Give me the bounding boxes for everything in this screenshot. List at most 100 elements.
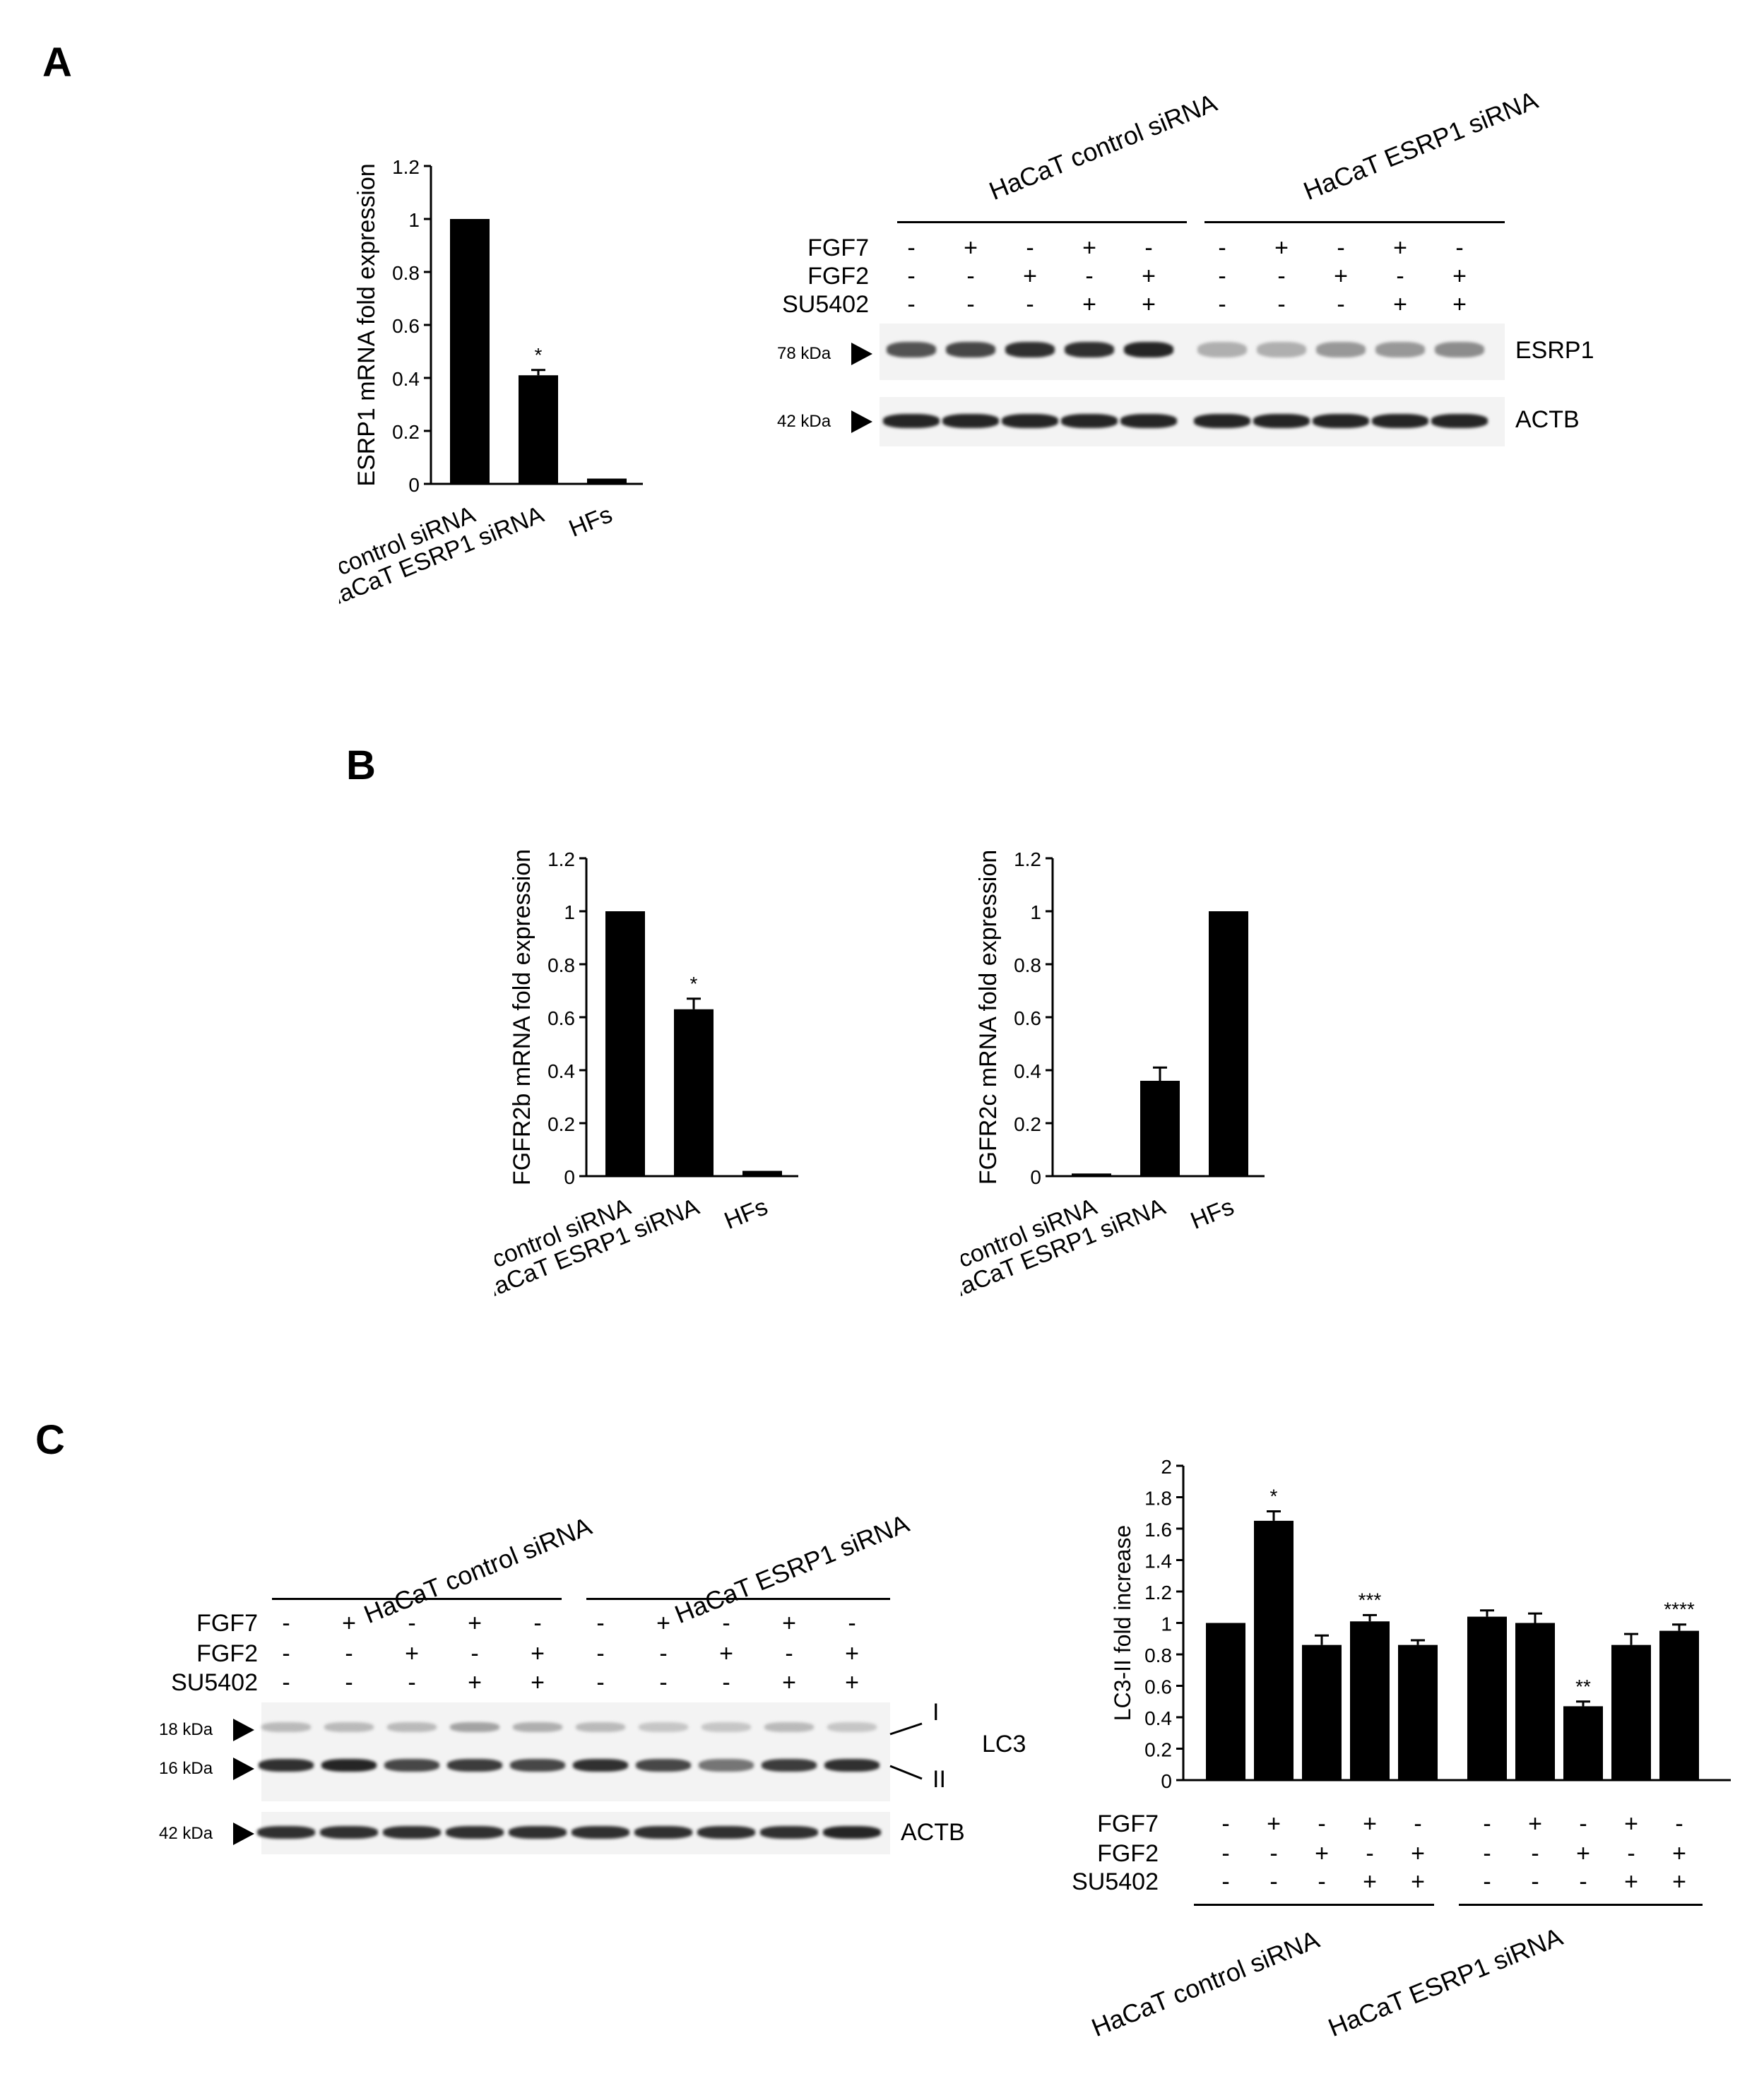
significance-marker: * (535, 344, 543, 366)
y-tick-label: 0.2 (392, 421, 420, 443)
y-tick-label: 1.4 (1144, 1551, 1172, 1572)
blot-c-sign-su5402-2: - (345, 1669, 353, 1696)
actb-a-band-lane-2 (942, 414, 999, 428)
lc3-i-band-lane-3 (387, 1722, 437, 1732)
chart-c-sign-fgf7-8: - (1579, 1810, 1587, 1837)
blot-a-sign-su5402-8: - (1337, 291, 1345, 318)
y-tick-label: 0.6 (547, 1007, 575, 1029)
chart-c-sign-fgf2-2: - (1269, 1840, 1278, 1867)
esrp1-band-lane-1 (887, 342, 936, 357)
actb-c-band-lane-1 (257, 1826, 315, 1839)
lc3-i-band-lane-8 (702, 1722, 751, 1732)
blot-c-sign-fgf2-3: + (405, 1640, 419, 1667)
y-tick-label: 0.8 (1144, 1644, 1172, 1666)
y-axis-label: FGFR2b mRNA fold expression (509, 849, 535, 1185)
y-tick-label: 1 (408, 209, 420, 231)
y-tick-label: 1.8 (1144, 1488, 1172, 1510)
bar-1 (1206, 1623, 1245, 1780)
chart-c-sign-fgf2-1: - (1221, 1840, 1230, 1867)
leader-line-band-ii (889, 1765, 923, 1780)
y-tick-label: 1 (1161, 1613, 1172, 1635)
chart-c-sign-fgf7-7: + (1528, 1810, 1542, 1837)
blot-a-sign-fgf7-9: + (1393, 235, 1407, 261)
blot-a-sign-su5402-10: + (1452, 291, 1467, 318)
esrp1-band-lane-3 (1005, 342, 1055, 357)
bar-3 (587, 478, 627, 484)
blot-a-sign-fgf2-8: + (1334, 263, 1348, 290)
y-tick-label: 2 (1161, 1456, 1172, 1478)
blot-c-sign-su5402-9: + (782, 1669, 796, 1696)
y-tick-label: 0.8 (392, 262, 420, 284)
chart-c-sign-su5402-6: - (1483, 1868, 1491, 1895)
blot-c-kda-actb: 42 kDa (159, 1824, 213, 1843)
blot-c-sign-fgf2-10: + (845, 1640, 859, 1667)
blot-a-label-actb: ACTB (1515, 406, 1580, 433)
chart-lc3-ii-fold-increase: 0 0.2 0.4 0.6 0.8 1 1.2 1.4 1.6 1.8 2 LC3-II fold i… (1110, 1456, 1731, 1792)
blot-a-group-control: HaCaT control siRNA (985, 88, 1221, 206)
blot-c-actb-strip (257, 1812, 890, 1854)
actb-c-band-lane-10 (823, 1826, 881, 1839)
lc3-ii-band-lane-8 (699, 1759, 754, 1772)
bar-10 (1659, 1630, 1699, 1780)
chart-c-sign-fgf7-9: + (1624, 1810, 1638, 1837)
significance-marker: *** (1358, 1589, 1382, 1611)
blot-c-sign-fgf7-7: + (656, 1610, 670, 1637)
chart-c-sign-fgf2-3: + (1315, 1840, 1329, 1867)
y-tick-label: 0 (564, 1166, 575, 1188)
blot-c-sign-su5402-7: - (659, 1669, 668, 1696)
chart-fgfr2c-mrna: 0 0.2 0.4 0.6 0.8 1 1.2 FGFR2c mRNA fold expres… (961, 848, 1265, 1306)
actb-c-band-lane-7 (634, 1826, 692, 1839)
panel-label-b: B (346, 742, 376, 788)
actb-c-band-lane-8 (697, 1826, 755, 1839)
blot-a-sign-fgf2-4: - (1085, 263, 1094, 290)
y-axis-label: LC3-II fold increase (1110, 1525, 1135, 1721)
blot-c-sign-fgf7-6: - (596, 1610, 605, 1637)
bar-7 (1515, 1623, 1555, 1780)
blot-a-sign-fgf2-2: - (966, 263, 975, 290)
blot-a-sign-su5402-9: + (1393, 291, 1407, 318)
y-tick-label: 0.8 (547, 954, 575, 976)
blot-a-sign-fgf2-1: - (907, 263, 916, 290)
blot-a-sign-fgf7-10: - (1455, 235, 1464, 261)
bar-3 (742, 1171, 782, 1176)
blot-a-sign-su5402-2: - (966, 291, 975, 318)
blot-c-sign-su5402-1: - (282, 1669, 290, 1696)
y-axis-label: ESRP1 mRNA fold expression (353, 163, 380, 486)
chart-c-sign-fgf7-4: + (1363, 1810, 1377, 1837)
blot-c-sign-fgf2-6: - (596, 1640, 605, 1667)
bar-3 (1209, 911, 1248, 1176)
blot-a-sign-fgf2-3: + (1023, 263, 1037, 290)
actb-a-band-lane-4 (1061, 414, 1118, 428)
bar-2 (1140, 1081, 1180, 1176)
lc3-ii-band-lane-1 (259, 1759, 314, 1772)
bar-9 (1611, 1644, 1651, 1780)
blot-a-sign-su5402-3: - (1026, 291, 1034, 318)
bar-3 (1302, 1644, 1342, 1780)
y-tick-label: 1 (1030, 901, 1041, 923)
blot-c-arrow-actb (233, 1823, 254, 1845)
blot-c-band-leader-lines (889, 1722, 923, 1780)
blot-a-sign-fgf2-9: - (1396, 263, 1404, 290)
blot-c-sign-fgf7-9: + (782, 1610, 796, 1637)
y-tick-label: 1.2 (392, 156, 420, 178)
chart-c-sign-fgf7-1: - (1221, 1810, 1230, 1837)
blot-a-sign-fgf7-3: - (1026, 235, 1034, 261)
chart-c-label-su5402: SU5402 (1072, 1868, 1159, 1895)
blot-c-label-actb: ACTB (901, 1819, 965, 1846)
lc3-i-band-lane-9 (764, 1722, 814, 1732)
esrp1-band-lane-4 (1065, 342, 1114, 357)
blot-a-sign-su5402-5: + (1142, 291, 1156, 318)
y-tick-label: 0.4 (392, 368, 420, 390)
chart-c-sign-su5402-2: - (1269, 1868, 1278, 1895)
actb-a-band-lane-7 (1253, 414, 1310, 428)
bar-1 (1072, 1173, 1111, 1176)
blot-c-label-band-i: I (933, 1699, 940, 1726)
lc3-i-band-lane-5 (513, 1722, 562, 1732)
blot-c-sign-fgf7-1: - (282, 1610, 290, 1637)
panel-label-c: C (35, 1417, 65, 1463)
blot-c-sign-fgf7-10: - (848, 1610, 856, 1637)
blot-a-arrow-actb (851, 410, 872, 433)
blot-a-actb-strip (880, 397, 1505, 446)
y-tick-label: 0.6 (392, 315, 420, 337)
blot-c-arrow-18 (233, 1719, 254, 1741)
